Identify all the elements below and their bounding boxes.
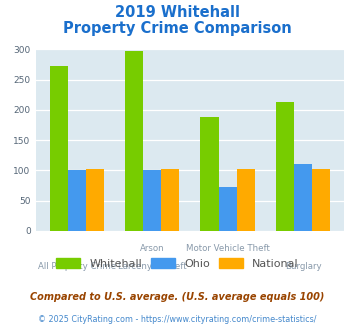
Text: © 2025 CityRating.com - https://www.cityrating.com/crime-statistics/: © 2025 CityRating.com - https://www.city… [38,315,317,324]
Bar [50,66,68,231]
Legend: Whitehall, Ohio, National: Whitehall, Ohio, National [56,258,299,269]
Bar [201,116,219,231]
Text: 2019 Whitehall: 2019 Whitehall [115,5,240,20]
Bar [125,51,143,231]
Bar [294,164,312,231]
Bar [219,187,237,231]
Bar [68,171,86,231]
Text: All Property Crime: All Property Crime [38,262,116,271]
Bar [161,169,179,231]
Bar [312,169,330,231]
Bar [276,102,294,231]
Bar [237,169,255,231]
Text: Motor Vehicle Theft: Motor Vehicle Theft [186,244,269,253]
Text: Arson: Arson [140,244,164,253]
Bar [143,171,161,231]
Bar [86,169,104,231]
Text: Compared to U.S. average. (U.S. average equals 100): Compared to U.S. average. (U.S. average … [30,292,325,302]
Text: Burglary: Burglary [285,262,321,271]
Text: Larceny & Theft: Larceny & Theft [118,262,186,271]
Text: Property Crime Comparison: Property Crime Comparison [63,21,292,36]
